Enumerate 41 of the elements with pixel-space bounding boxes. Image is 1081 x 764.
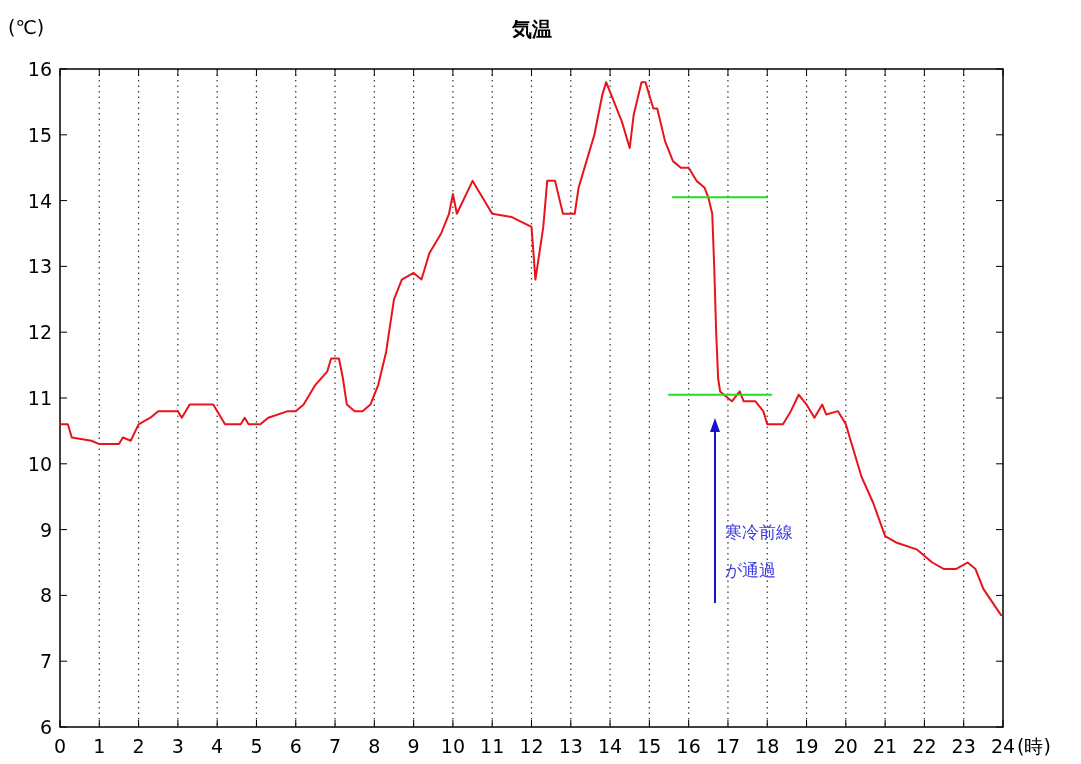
y-tick-label: 13: [27, 255, 52, 278]
x-tick-label: 0: [53, 735, 67, 757]
x-tick-label: 4: [211, 735, 224, 757]
y-axis-title: (℃): [8, 16, 45, 38]
x-tick-label: 5: [250, 735, 263, 757]
x-tick-label: 1: [93, 735, 106, 757]
y-tick-label: 15: [27, 123, 52, 146]
x-tick-label: 2: [132, 735, 145, 757]
x-tick-label: 20: [833, 735, 858, 757]
x-tick-label: 17: [715, 735, 741, 757]
line-series: [59, 81, 1003, 617]
x-tick-label: 9: [407, 735, 420, 757]
x-tick-label: 14: [597, 735, 623, 757]
x-tick-label: 15: [637, 735, 662, 757]
annotation: 寒冷前線が通過: [725, 522, 793, 580]
x-tick-label: 24: [990, 735, 1016, 757]
x-tick-label: 18: [755, 735, 780, 757]
y-tick-label: 9: [39, 518, 52, 541]
x-axis-title: (時): [1017, 735, 1051, 757]
x-tick-label: 19: [794, 735, 819, 757]
x-tick-label: 12: [519, 735, 544, 757]
x-tick-label: 7: [328, 735, 342, 757]
x-tick-label: 3: [171, 735, 184, 757]
x-tick-label: 16: [676, 735, 701, 757]
x-tick-label: 6: [289, 735, 302, 757]
x-tick-label: 13: [558, 735, 583, 757]
x-tick-label: 23: [951, 735, 976, 757]
chart-title: 気温: [510, 17, 552, 41]
x-tick-label: 11: [480, 735, 505, 757]
y-tick-label: 10: [27, 452, 52, 475]
x-tick-label: 21: [873, 735, 898, 757]
y-tick-label: 12: [27, 321, 52, 344]
x-tick-label: 22: [912, 735, 937, 757]
y-tick-label: 8: [39, 584, 52, 607]
x-tick-label: 10: [440, 735, 466, 757]
y-tick-label: 14: [27, 189, 52, 212]
y-tick-label: 16: [27, 58, 52, 80]
x-tick-label: 8: [368, 735, 381, 757]
y-tick-label: 7: [39, 650, 52, 673]
y-tick-label: 11: [27, 387, 52, 409]
y-tick-label: 6: [39, 716, 52, 738]
